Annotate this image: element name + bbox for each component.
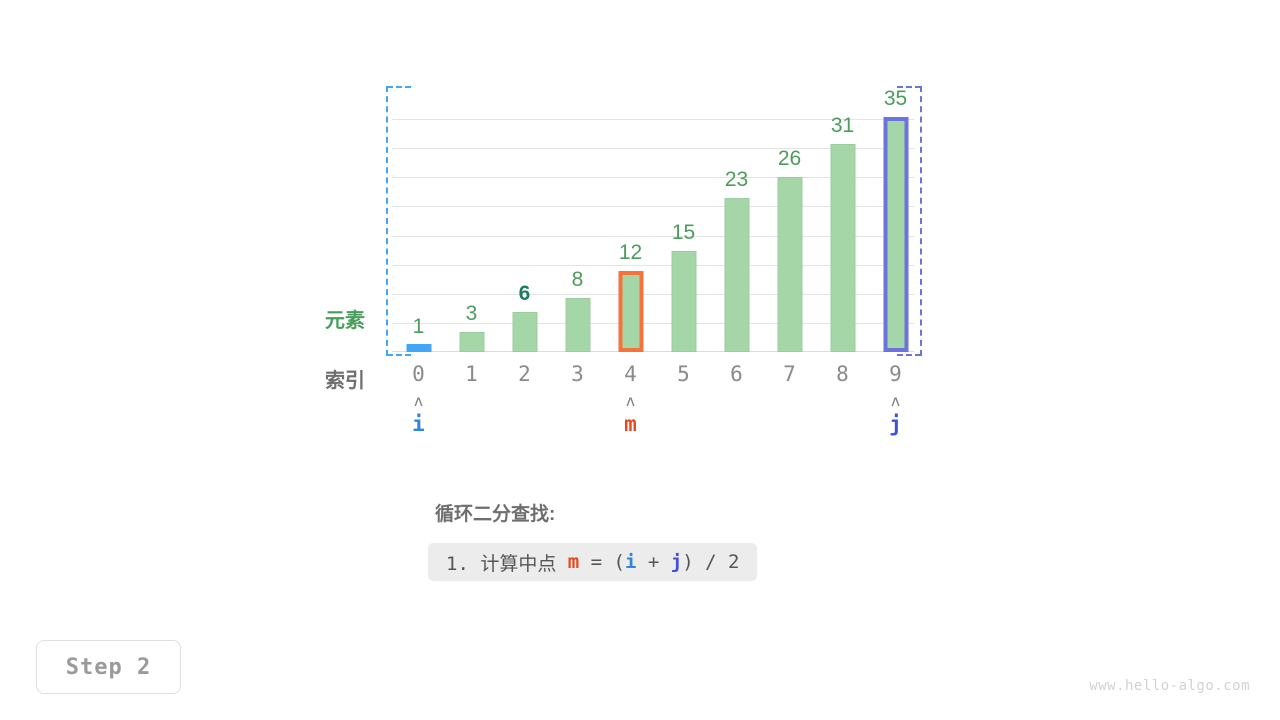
bar-highlighted-i bbox=[406, 344, 431, 352]
gridline bbox=[392, 322, 914, 324]
axis-tick-1: 1 bbox=[465, 362, 478, 386]
bar-slot: 23 bbox=[710, 90, 763, 352]
axis-tick-5: 5 bbox=[677, 362, 690, 386]
bar bbox=[459, 331, 484, 352]
axis-tick-2: 2 bbox=[518, 362, 531, 386]
pointer-label-m: m bbox=[624, 412, 637, 436]
caption-title: 循环二分查找: bbox=[435, 504, 556, 525]
bar bbox=[565, 298, 590, 352]
bar-highlighted-j bbox=[883, 116, 908, 352]
gridline bbox=[392, 206, 914, 208]
code-step-box: 1. 计算中点 m = ( i + j ) / 2 bbox=[428, 543, 758, 581]
bar-value-label: 6 bbox=[518, 281, 531, 305]
axis-label-elements: 元素 bbox=[325, 310, 365, 332]
watermark: www.hello-algo.com bbox=[1089, 678, 1250, 694]
gridline bbox=[392, 293, 914, 295]
bar-slot: 31 bbox=[816, 90, 869, 352]
bar-slot: 35 bbox=[869, 86, 922, 352]
bar-highlighted-m bbox=[618, 271, 643, 352]
chart-baseline bbox=[392, 350, 914, 352]
step-badge: Step 2 bbox=[36, 640, 181, 694]
axis-tick-4: 4 bbox=[624, 362, 637, 386]
bracket-left-bottom bbox=[387, 354, 411, 356]
gridline bbox=[392, 235, 914, 237]
bar-value-label: 12 bbox=[618, 241, 643, 265]
bracket-right-bottom bbox=[897, 354, 921, 356]
pointer-caret-icon: ʌ bbox=[625, 392, 636, 410]
axis-tick-3: 3 bbox=[571, 362, 584, 386]
bar-slot: 6 bbox=[498, 90, 551, 352]
axis-tick-8: 8 bbox=[836, 362, 849, 386]
pointer-label-i: i bbox=[412, 412, 425, 436]
bar bbox=[671, 251, 696, 352]
pointer-label-j: j bbox=[889, 412, 902, 436]
bar-value-label: 3 bbox=[465, 301, 478, 325]
gridline bbox=[392, 177, 914, 179]
bracket-left-vertical bbox=[386, 86, 388, 356]
bracket-left-top bbox=[387, 86, 411, 88]
code-equals: = ( bbox=[579, 551, 625, 573]
bar bbox=[512, 311, 537, 352]
bar-value-label: 15 bbox=[671, 221, 696, 245]
code-plus: + bbox=[636, 551, 671, 573]
bar bbox=[724, 197, 749, 352]
code-var-m: m bbox=[567, 551, 580, 573]
gridline bbox=[392, 119, 914, 121]
axis-tick-7: 7 bbox=[783, 362, 796, 386]
bar bbox=[777, 177, 802, 352]
bar-slot: 3 bbox=[445, 90, 498, 352]
bar-slot: 1 bbox=[392, 90, 445, 352]
bar-value-label: 1 bbox=[412, 315, 425, 338]
pointer-caret-icon: ʌ bbox=[890, 392, 901, 410]
bar-value-label: 23 bbox=[724, 167, 749, 191]
bar-slot: 12 bbox=[604, 90, 657, 352]
gridline bbox=[392, 264, 914, 266]
code-suffix: ) / 2 bbox=[682, 551, 740, 573]
bar-value-label: 26 bbox=[777, 147, 802, 171]
bar-value-label: 8 bbox=[571, 268, 584, 292]
axis-tick-6: 6 bbox=[730, 362, 743, 386]
gridline bbox=[392, 148, 914, 150]
axis-label-index: 索引 bbox=[325, 370, 365, 392]
bar-slot: 26 bbox=[763, 90, 816, 352]
bar bbox=[830, 143, 855, 352]
axis-tick-9: 9 bbox=[889, 362, 902, 386]
axis-tick-0: 0 bbox=[412, 362, 425, 386]
bar-slot: 8 bbox=[551, 90, 604, 352]
bar-value-label: 31 bbox=[830, 113, 855, 137]
index-axis: 0 1 2 3 4 5 6 7 8 9 bbox=[392, 362, 914, 390]
code-var-i: i bbox=[624, 551, 637, 573]
pointer-caret-icon: ʌ bbox=[413, 392, 424, 410]
code-var-j: j bbox=[670, 551, 683, 573]
bar-value-label: 35 bbox=[883, 86, 908, 110]
code-prefix: 1. 计算中点 bbox=[446, 552, 568, 575]
bar-chart: 1 3 6 8 12 15 23 26 31 35 bbox=[386, 86, 922, 356]
bar-slot: 15 bbox=[657, 90, 710, 352]
